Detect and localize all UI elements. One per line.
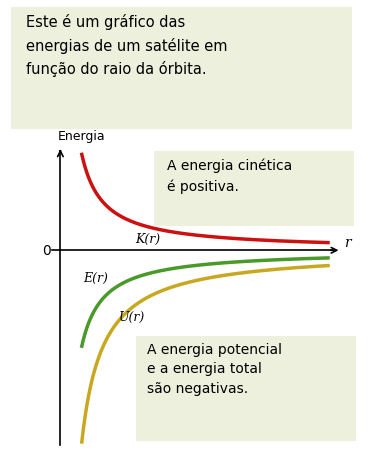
FancyBboxPatch shape xyxy=(11,8,352,129)
Text: E(r): E(r) xyxy=(83,272,108,285)
Text: K(r): K(r) xyxy=(135,232,160,245)
Text: Energia: Energia xyxy=(58,129,105,142)
FancyBboxPatch shape xyxy=(154,152,354,226)
Text: U(r): U(r) xyxy=(119,310,145,323)
Text: A energia cinética
é positiva.: A energia cinética é positiva. xyxy=(167,158,292,193)
Text: r: r xyxy=(344,235,351,249)
Text: Este é um gráfico das
energias de um satélite em
função do raio da órbita.: Este é um gráfico das energias de um sat… xyxy=(26,14,228,77)
Text: 0: 0 xyxy=(42,244,51,257)
FancyBboxPatch shape xyxy=(135,336,356,441)
Text: A energia potencial
e a energia total
são negativas.: A energia potencial e a energia total sã… xyxy=(147,342,282,395)
